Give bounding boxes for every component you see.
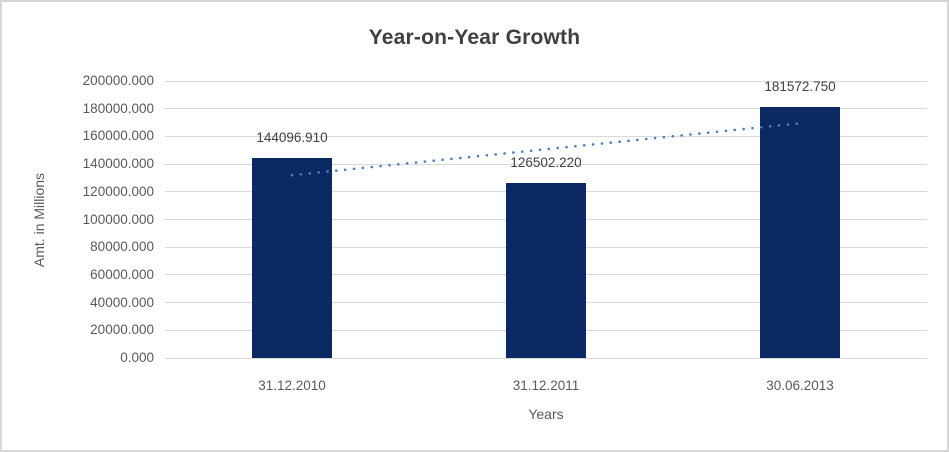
data-label: 144096.910	[256, 130, 328, 146]
y-tick-label: 40000.000	[90, 294, 154, 310]
data-label: 181572.750	[764, 78, 836, 94]
y-tick-label: 160000.000	[82, 128, 154, 144]
gridline	[165, 108, 927, 110]
gridline	[165, 80, 927, 82]
bar-31.12.2011	[506, 182, 586, 358]
y-tick-label: 80000.000	[90, 239, 154, 255]
y-tick-label: 20000.000	[90, 322, 154, 338]
y-tick-label: 100000.000	[82, 211, 154, 227]
chart-title: Year-on-Year Growth	[368, 26, 581, 49]
x-tick-label: 31.12.2010	[258, 378, 326, 393]
x-tick-label: 31.12.2011	[512, 378, 580, 393]
y-tick-label: 60000.000	[90, 266, 154, 282]
y-tick-label: 140000.000	[82, 156, 154, 172]
y-tick-label: 200000.000	[82, 73, 154, 88]
x-axis-title: Years	[528, 406, 564, 422]
y-tick-label: 120000.000	[82, 183, 154, 199]
data-label: 126502.220	[510, 154, 582, 170]
bar-30.06.2013	[760, 106, 840, 358]
x-tick-label: 30.06.2013	[766, 378, 834, 393]
y-tick-label: 0.000	[120, 350, 154, 365]
bar-31.12.2010	[252, 158, 332, 358]
gridline	[165, 357, 927, 359]
y-tick-label: 180000.000	[82, 100, 154, 116]
